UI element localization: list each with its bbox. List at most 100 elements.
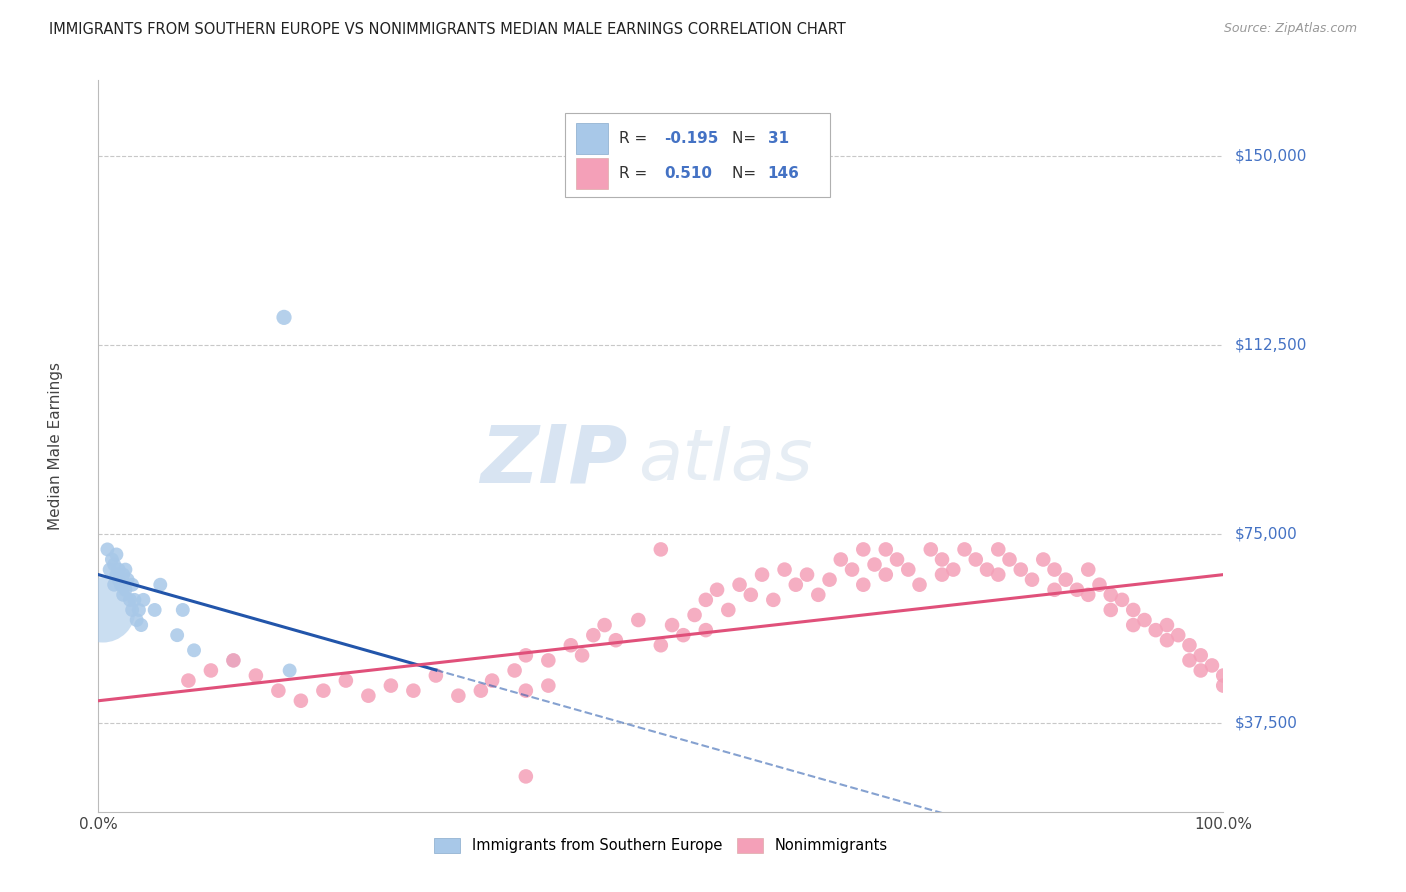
Point [886, 552, 908, 566]
Point [1099, 588, 1122, 602]
Text: 0.510: 0.510 [664, 166, 713, 181]
Point [1111, 592, 1133, 607]
Point [96, 542, 118, 557]
Point [114, 563, 136, 577]
Point [103, 558, 125, 572]
Point [942, 563, 965, 577]
Point [222, 653, 245, 667]
Point [1099, 603, 1122, 617]
Point [987, 542, 1010, 557]
Point [908, 578, 931, 592]
Point [762, 592, 785, 607]
Point [785, 578, 807, 592]
Point [1077, 563, 1099, 577]
Point [661, 618, 683, 632]
Point [593, 618, 616, 632]
Point [965, 552, 987, 566]
Point [1066, 582, 1088, 597]
Point [650, 542, 672, 557]
Point [132, 592, 155, 607]
Text: 146: 146 [768, 166, 800, 181]
Point [627, 613, 650, 627]
Point [931, 567, 953, 582]
Point [1021, 573, 1043, 587]
Point [931, 552, 953, 566]
Point [875, 567, 897, 582]
Point [114, 582, 136, 597]
Point [129, 618, 152, 632]
Text: $37,500: $37,500 [1234, 716, 1298, 731]
Text: $75,000: $75,000 [1234, 527, 1298, 541]
Point [650, 638, 672, 652]
Point [290, 694, 312, 708]
Point [143, 603, 166, 617]
Point [1212, 668, 1234, 682]
Point [1178, 638, 1201, 652]
Point [560, 638, 582, 652]
Text: N=: N= [731, 131, 761, 146]
Point [121, 603, 143, 617]
Point [717, 603, 740, 617]
Point [107, 563, 129, 577]
Point [740, 588, 762, 602]
Text: IMMIGRANTS FROM SOUTHERN EUROPE VS NONIMMIGRANTS MEDIAN MALE EARNINGS CORRELATIO: IMMIGRANTS FROM SOUTHERN EUROPE VS NONIM… [49, 22, 846, 37]
Point [278, 664, 301, 678]
Point [1077, 588, 1099, 602]
Point [1133, 613, 1156, 627]
Point [571, 648, 593, 663]
Point [112, 567, 135, 582]
Point [920, 542, 942, 557]
Point [515, 769, 537, 783]
Point [183, 643, 205, 657]
Text: R =: R = [619, 166, 652, 181]
Point [807, 588, 830, 602]
Point [1043, 563, 1066, 577]
Point [1032, 552, 1054, 566]
Text: Source: ZipAtlas.com: Source: ZipAtlas.com [1223, 22, 1357, 36]
Point [1122, 603, 1144, 617]
Point [998, 552, 1021, 566]
Point [91, 603, 114, 617]
Text: $112,500: $112,500 [1234, 337, 1306, 352]
Point [481, 673, 503, 688]
Point [987, 567, 1010, 582]
Point [222, 653, 245, 667]
Point [402, 683, 425, 698]
Point [1054, 573, 1077, 587]
Point [112, 588, 135, 602]
Point [863, 558, 886, 572]
Point [773, 563, 796, 577]
Point [447, 689, 470, 703]
Point [149, 578, 172, 592]
Point [124, 592, 146, 607]
Point [425, 668, 447, 682]
Point [706, 582, 728, 597]
Point [1144, 623, 1167, 637]
Point [1043, 582, 1066, 597]
Point [537, 653, 560, 667]
Point [875, 542, 897, 557]
Text: 31: 31 [768, 131, 789, 146]
Legend: Immigrants from Southern Europe, Nonimmigrants: Immigrants from Southern Europe, Nonimmi… [427, 832, 894, 859]
FancyBboxPatch shape [565, 113, 830, 197]
Point [172, 603, 194, 617]
Text: Median Male Earnings: Median Male Earnings [48, 362, 63, 530]
Point [117, 573, 139, 587]
Point [695, 623, 717, 637]
Point [1178, 653, 1201, 667]
Point [200, 664, 222, 678]
FancyBboxPatch shape [576, 158, 607, 188]
Point [245, 668, 267, 682]
Text: ZIP: ZIP [479, 422, 627, 500]
Point [1010, 563, 1032, 577]
Point [728, 578, 751, 592]
Point [1122, 618, 1144, 632]
Point [695, 592, 717, 607]
Point [503, 664, 526, 678]
Point [605, 633, 627, 648]
Point [1189, 648, 1212, 663]
Point [1167, 628, 1189, 642]
Point [1212, 679, 1234, 693]
Point [105, 548, 128, 562]
Text: $150,000: $150,000 [1234, 148, 1306, 163]
